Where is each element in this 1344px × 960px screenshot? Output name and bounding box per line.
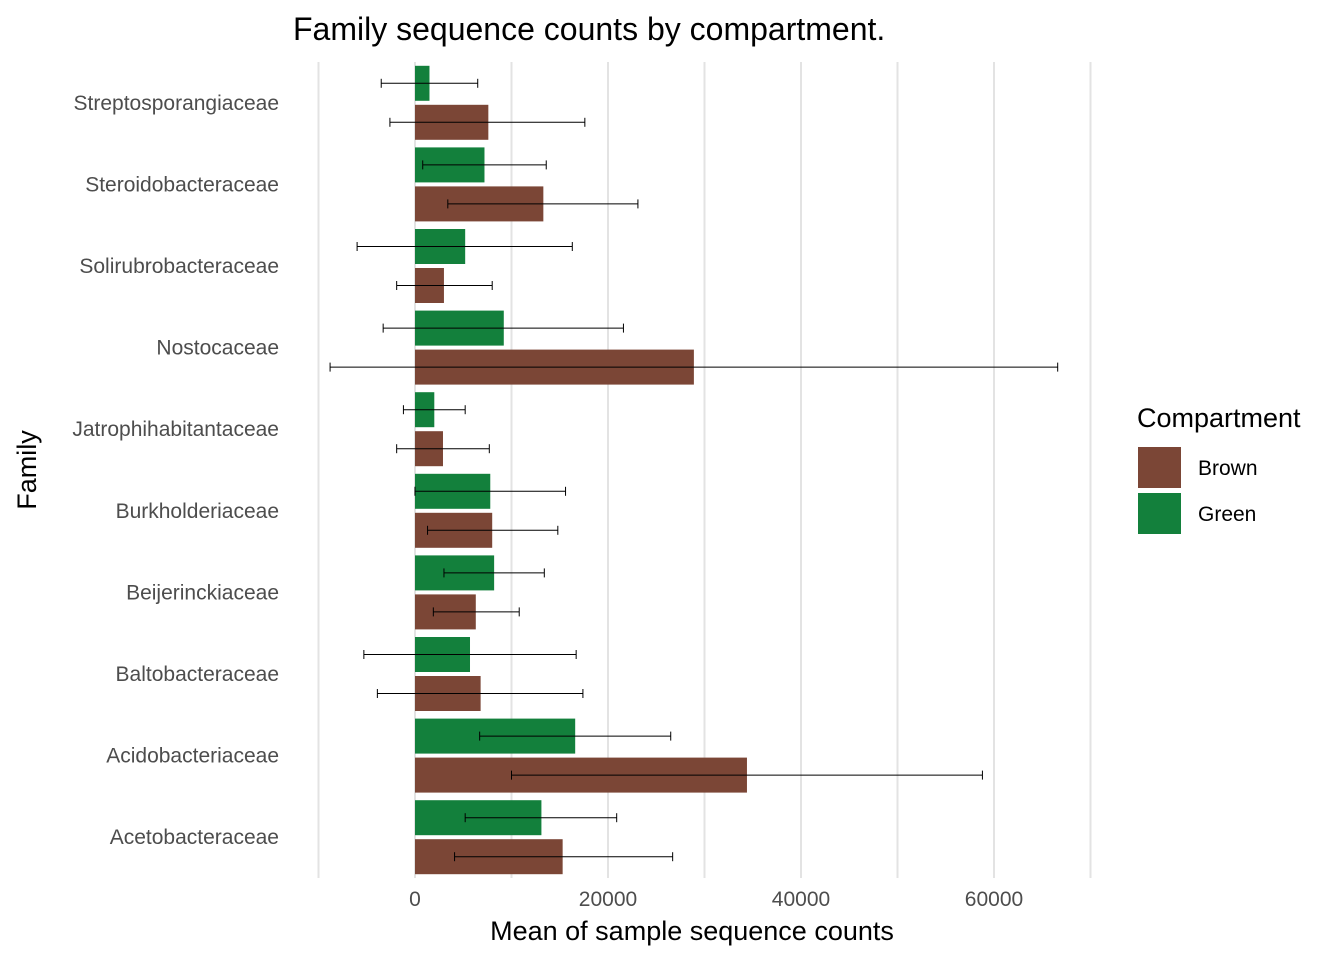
x-tick-label: 60000 xyxy=(965,888,1023,911)
legend-title: Compartment xyxy=(1137,403,1301,433)
chart-title: Family sequence counts by compartment. xyxy=(293,11,885,47)
x-tick-label: 0 xyxy=(409,888,421,911)
legend-key-green xyxy=(1138,493,1181,534)
y-tick-label: Jatrophihabitantaceae xyxy=(72,418,279,441)
y-axis-title: Family xyxy=(12,430,42,510)
y-tick-label: Baltobacteraceae xyxy=(116,663,279,686)
legend-key-brown xyxy=(1138,447,1181,488)
x-tick-label: 40000 xyxy=(772,888,830,911)
error-bars xyxy=(329,78,1059,862)
y-tick-label: Nostocaceae xyxy=(156,337,279,360)
legend: Compartment Brown Green xyxy=(1137,403,1301,534)
x-tick-labels: 0 20000 40000 60000 xyxy=(409,888,1023,911)
y-tick-label: Acetobacteraceae xyxy=(110,826,279,849)
legend-label-brown: Brown xyxy=(1198,457,1258,480)
y-tick-label: Steroidobacteraceae xyxy=(85,173,279,196)
y-tick-label: Beijerinckiaceae xyxy=(126,581,279,604)
y-tick-label: Streptosporangiaceae xyxy=(74,92,279,115)
y-tick-label: Burkholderiaceae xyxy=(116,500,279,523)
y-tick-label: Solirubrobacteraceae xyxy=(79,255,279,278)
x-tick-label: 20000 xyxy=(579,888,637,911)
bars xyxy=(415,65,747,875)
y-tick-labels: Acetobacteraceae Acidobacteriaceae Baltoba… xyxy=(72,92,279,849)
y-tick-label: Acidobacteriaceae xyxy=(106,745,279,768)
grid xyxy=(317,62,1092,878)
legend-label-green: Green xyxy=(1198,503,1256,526)
x-axis-title: Mean of sample sequence counts xyxy=(490,916,894,946)
